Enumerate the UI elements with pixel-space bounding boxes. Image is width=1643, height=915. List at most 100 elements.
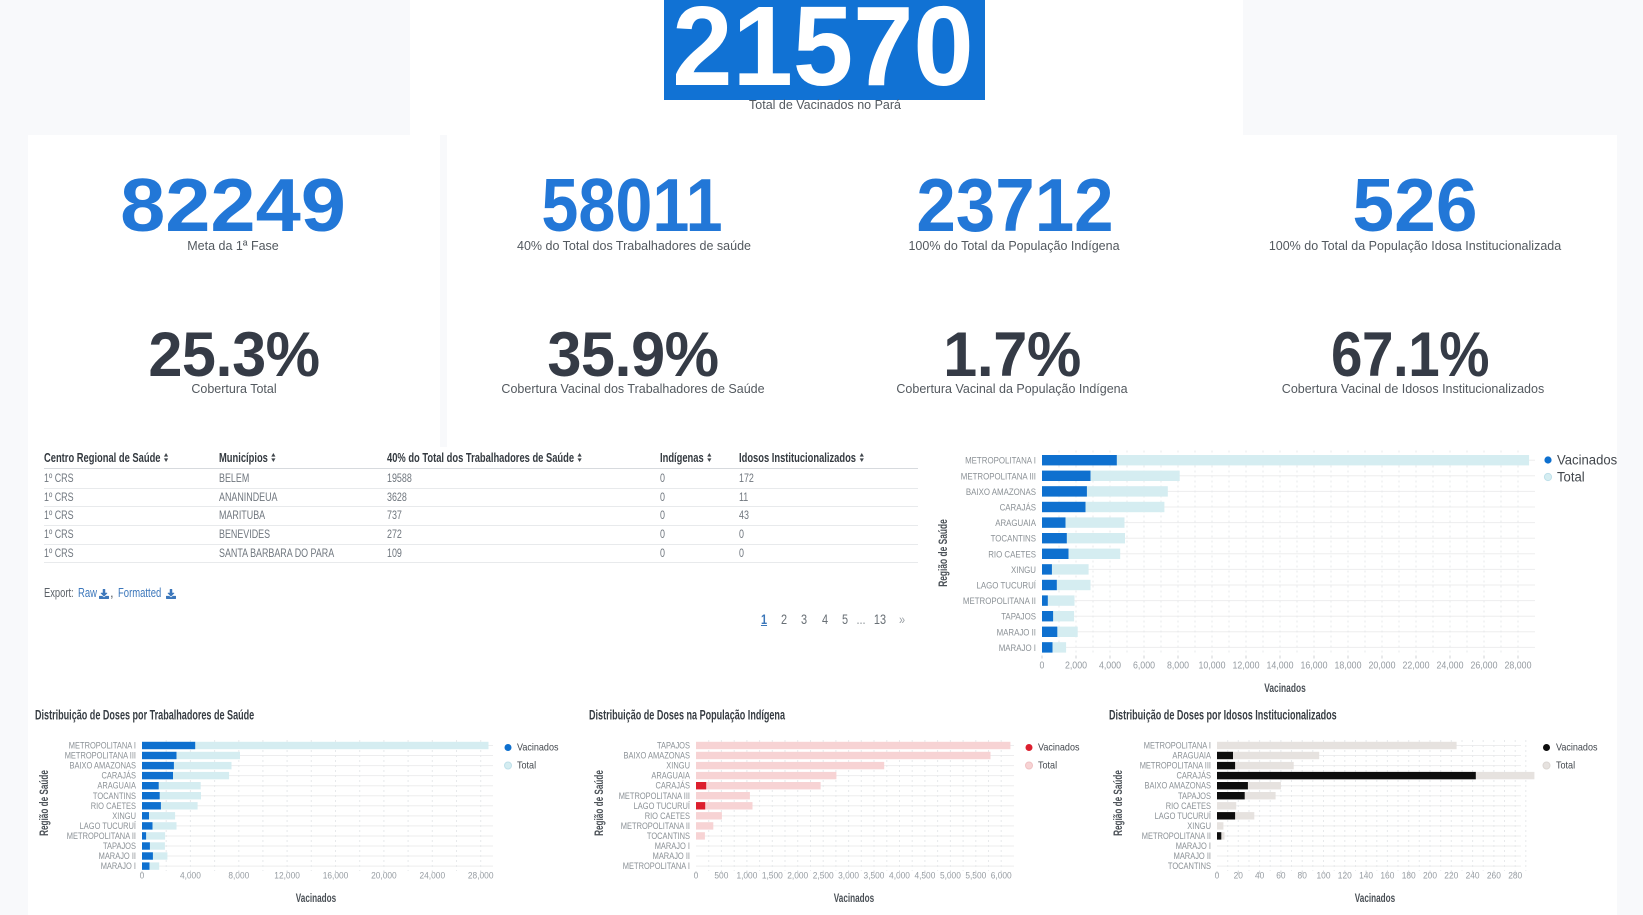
- svg-text:Vacinados: Vacinados: [517, 742, 559, 754]
- svg-text:ARAGUAIA: ARAGUAIA: [1172, 751, 1211, 761]
- svg-text:TOCANTINS: TOCANTINS: [1168, 861, 1211, 871]
- svg-text:Região de Saúde: Região de Saúde: [1113, 770, 1125, 836]
- svg-text:6,000: 6,000: [1133, 661, 1156, 672]
- svg-text:Distribuição de Doses na Popul: Distribuição de Doses na População Indíg…: [589, 708, 785, 723]
- svg-text:XINGU: XINGU: [666, 761, 690, 771]
- svg-text:20: 20: [1234, 871, 1243, 881]
- svg-text:80: 80: [1298, 871, 1307, 881]
- svg-text:6,000: 6,000: [991, 871, 1012, 881]
- svg-text:Distribuição de Doses por Idos: Distribuição de Doses por Idosos Institu…: [1109, 708, 1337, 723]
- svg-text:MARAJO I: MARAJO I: [655, 841, 690, 851]
- svg-text:MARAJO II: MARAJO II: [653, 851, 690, 861]
- svg-text:0: 0: [140, 871, 145, 881]
- svg-text:MARAJO II: MARAJO II: [997, 626, 1036, 637]
- svg-text:XINGU: XINGU: [1011, 564, 1036, 575]
- svg-text:Vacinados: Vacinados: [1556, 742, 1598, 754]
- svg-text:5,500: 5,500: [965, 871, 986, 881]
- svg-text:RIO CAETES: RIO CAETES: [645, 811, 690, 821]
- svg-text:3,500: 3,500: [864, 871, 885, 881]
- svg-text:24,000: 24,000: [1437, 661, 1464, 672]
- svg-text:METROPOLITANA II: METROPOLITANA II: [963, 595, 1036, 606]
- svg-text:METROPOLITANA I: METROPOLITANA I: [1144, 741, 1211, 751]
- svg-text:24,000: 24,000: [420, 871, 446, 881]
- svg-text:0: 0: [1215, 871, 1220, 881]
- svg-text:ARAGUAIA: ARAGUAIA: [97, 781, 136, 791]
- svg-text:140: 140: [1359, 871, 1373, 881]
- svg-text:220: 220: [1444, 871, 1458, 881]
- svg-text:Vacinados: Vacinados: [296, 893, 336, 905]
- svg-text:28,000: 28,000: [468, 871, 494, 881]
- svg-text:20,000: 20,000: [1369, 661, 1396, 672]
- svg-text:Vacinados: Vacinados: [1264, 683, 1306, 695]
- svg-text:16,000: 16,000: [1301, 661, 1328, 672]
- svg-text:3,000: 3,000: [838, 871, 859, 881]
- svg-text:MARAJO I: MARAJO I: [999, 642, 1036, 653]
- svg-text:TOCANTINS: TOCANTINS: [93, 791, 136, 801]
- svg-text:MARAJO II: MARAJO II: [99, 851, 136, 861]
- svg-text:4,500: 4,500: [914, 871, 935, 881]
- svg-text:LAGO TUCURUÍ: LAGO TUCURUÍ: [1155, 811, 1212, 821]
- svg-text:XINGU: XINGU: [1187, 821, 1211, 831]
- svg-text:TAPAJOS: TAPAJOS: [657, 741, 690, 751]
- svg-text:Distribuição de Doses por Trab: Distribuição de Doses por Trabalhadores …: [35, 708, 255, 723]
- svg-text:120: 120: [1338, 871, 1352, 881]
- svg-text:280: 280: [1508, 871, 1522, 881]
- svg-text:8,000: 8,000: [228, 871, 249, 881]
- svg-text:Região de Saúde: Região de Saúde: [594, 770, 606, 836]
- svg-text:METROPOLITANA III: METROPOLITANA III: [1140, 761, 1211, 771]
- svg-text:TOCANTINS: TOCANTINS: [647, 831, 690, 841]
- svg-text:MARAJO I: MARAJO I: [1176, 841, 1211, 851]
- svg-text:METROPOLITANA II: METROPOLITANA II: [67, 831, 136, 841]
- svg-text:4,000: 4,000: [889, 871, 910, 881]
- svg-text:BAIXO AMAZONAS: BAIXO AMAZONAS: [70, 761, 137, 771]
- svg-text:METROPOLITANA I: METROPOLITANA I: [69, 741, 136, 751]
- svg-text:260: 260: [1487, 871, 1501, 881]
- svg-text:Região de Saúde: Região de Saúde: [39, 770, 51, 836]
- svg-text:RIO CAETES: RIO CAETES: [91, 801, 136, 811]
- svg-text:BAIXO AMAZONAS: BAIXO AMAZONAS: [624, 751, 691, 761]
- svg-text:40: 40: [1255, 871, 1264, 881]
- svg-text:METROPOLITANA II: METROPOLITANA II: [1142, 831, 1211, 841]
- svg-text:28,000: 28,000: [1505, 661, 1532, 672]
- svg-text:MARAJO II: MARAJO II: [1174, 851, 1211, 861]
- svg-text:12,000: 12,000: [1233, 661, 1260, 672]
- svg-text:TAPAJOS: TAPAJOS: [1178, 791, 1211, 801]
- svg-text:500: 500: [714, 871, 728, 881]
- svg-text:60: 60: [1276, 871, 1285, 881]
- svg-text:20,000: 20,000: [371, 871, 397, 881]
- svg-text:4,000: 4,000: [180, 871, 201, 881]
- svg-text:ARAGUAIA: ARAGUAIA: [651, 771, 690, 781]
- svg-text:METROPOLITANA I: METROPOLITANA I: [965, 455, 1036, 466]
- svg-text:14,000: 14,000: [1267, 661, 1294, 672]
- svg-text:2,500: 2,500: [813, 871, 834, 881]
- svg-text:180: 180: [1402, 871, 1416, 881]
- svg-text:Total: Total: [1556, 760, 1575, 772]
- svg-text:2,000: 2,000: [787, 871, 808, 881]
- svg-text:22,000: 22,000: [1403, 661, 1430, 672]
- svg-text:Total: Total: [1038, 760, 1057, 772]
- svg-text:CARAJÁS: CARAJÁS: [1177, 771, 1212, 781]
- svg-text:Total: Total: [517, 760, 536, 772]
- svg-text:12,000: 12,000: [274, 871, 300, 881]
- svg-text:LAGO TUCURUÍ: LAGO TUCURUÍ: [80, 821, 137, 831]
- svg-text:RIO CAETES: RIO CAETES: [1166, 801, 1211, 811]
- svg-text:CARAJÁS: CARAJÁS: [102, 771, 137, 781]
- svg-text:CARAJÁS: CARAJÁS: [656, 781, 691, 791]
- svg-text:LAGO TUCURUÍ: LAGO TUCURUÍ: [977, 580, 1037, 591]
- svg-text:0: 0: [1040, 661, 1045, 672]
- svg-text:2,000: 2,000: [1065, 661, 1088, 672]
- svg-text:18,000: 18,000: [1335, 661, 1362, 672]
- svg-text:MARAJO I: MARAJO I: [101, 861, 136, 871]
- svg-text:ARAGUAIA: ARAGUAIA: [995, 517, 1036, 528]
- svg-text:240: 240: [1466, 871, 1480, 881]
- svg-text:200: 200: [1423, 871, 1437, 881]
- svg-text:1,500: 1,500: [762, 871, 783, 881]
- svg-text:0: 0: [694, 871, 699, 881]
- svg-text:TAPAJOS: TAPAJOS: [1001, 611, 1036, 622]
- svg-text:100: 100: [1317, 871, 1331, 881]
- svg-text:TAPAJOS: TAPAJOS: [103, 841, 136, 851]
- svg-text:26,000: 26,000: [1471, 661, 1498, 672]
- svg-text:BAIXO AMAZONAS: BAIXO AMAZONAS: [966, 486, 1036, 497]
- svg-text:TOCANTINS: TOCANTINS: [991, 533, 1036, 544]
- svg-text:XINGU: XINGU: [112, 811, 136, 821]
